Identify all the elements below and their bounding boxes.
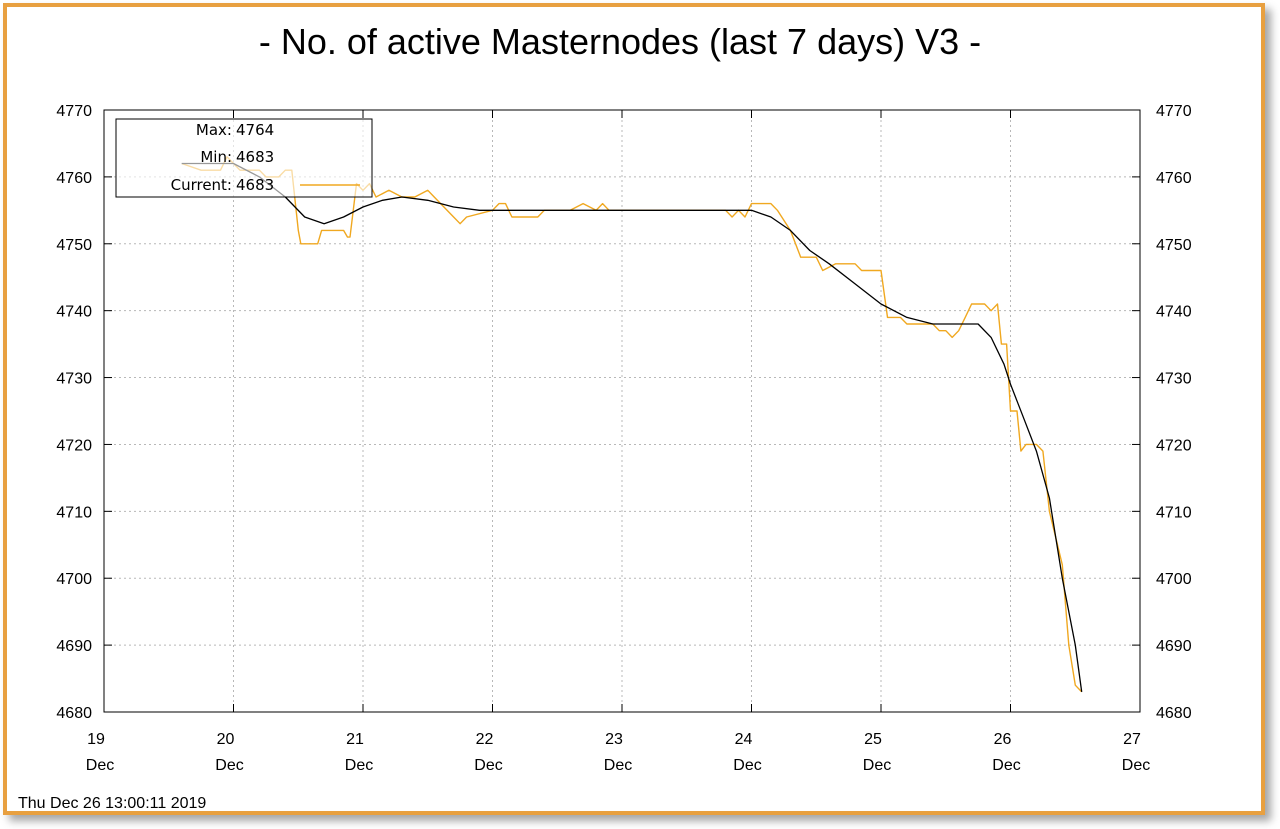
- y-tick-label-left: 4720: [56, 437, 92, 454]
- legend-max-value: 4764: [236, 121, 274, 139]
- y-tick-label-left: 4750: [56, 237, 92, 254]
- y-tick-label-left: 4770: [56, 103, 92, 120]
- x-tick-day: 25: [864, 731, 882, 748]
- x-tick-day: 23: [605, 731, 623, 748]
- chart-title: - No. of active Masternodes (last 7 days…: [259, 21, 981, 62]
- x-tick-day: 22: [476, 731, 494, 748]
- series-group: [181, 156, 1083, 693]
- y-tick-label-right: 4750: [1156, 237, 1192, 254]
- x-tick-day: 26: [994, 731, 1012, 748]
- y-tick-label-right: 4740: [1156, 304, 1192, 321]
- y-tick-label-right: 4690: [1156, 638, 1192, 655]
- y-tick-label-left: 4760: [56, 170, 92, 187]
- x-tick-month: Dec: [604, 757, 632, 774]
- y-tick-label-right: 4710: [1156, 504, 1192, 521]
- legend: Max: 4764 Min: 4683 Current: 4683: [115, 118, 373, 198]
- legend-current-label: Current:: [171, 176, 232, 194]
- legend-current-value: 4683: [236, 176, 274, 194]
- x-tick-month: Dec: [1122, 757, 1150, 774]
- legend-box: [115, 118, 373, 198]
- x-tick-day: 19: [87, 731, 105, 748]
- series-line-smoothed: [181, 162, 1083, 692]
- y-tick-label-left: 4710: [56, 504, 92, 521]
- x-tick-month: Dec: [215, 757, 243, 774]
- axis-ticks: 4680 4680 4690 4690 4700 4700 4710 4710 4720 4720…: [56, 103, 1191, 774]
- x-tick-month: Dec: [86, 757, 114, 774]
- x-tick-month: Dec: [733, 757, 761, 774]
- y-tick-label-right: 4720: [1156, 437, 1192, 454]
- y-tick-label-left: 4730: [56, 371, 92, 388]
- y-tick-label-left: 4680: [56, 705, 92, 722]
- y-tick-label-right: 4680: [1156, 705, 1192, 722]
- y-tick-label-right: 4770: [1156, 103, 1192, 120]
- x-tick-day: 24: [735, 731, 753, 748]
- y-tick-label-right: 4730: [1156, 371, 1192, 388]
- y-tick-label-left: 4690: [56, 638, 92, 655]
- x-tick-day: 21: [346, 731, 364, 748]
- legend-max-label: Max:: [196, 121, 232, 139]
- y-tick-label-left: 4740: [56, 304, 92, 321]
- y-tick-label-right: 4700: [1156, 571, 1192, 588]
- x-tick-day: 27: [1123, 731, 1141, 748]
- y-tick-label-right: 4760: [1156, 170, 1192, 187]
- timestamp: Thu Dec 26 13:00:11 2019: [18, 795, 206, 812]
- x-tick-day: 20: [217, 731, 235, 748]
- y-tick-label-left: 4700: [56, 571, 92, 588]
- legend-min-label: Min:: [200, 148, 232, 166]
- x-tick-month: Dec: [992, 757, 1020, 774]
- grid-lines: [104, 110, 1140, 712]
- x-tick-month: Dec: [863, 757, 891, 774]
- series-line-actual: [181, 156, 1083, 693]
- legend-min-value: 4683: [236, 148, 274, 166]
- x-tick-month: Dec: [474, 757, 502, 774]
- x-tick-month: Dec: [345, 757, 373, 774]
